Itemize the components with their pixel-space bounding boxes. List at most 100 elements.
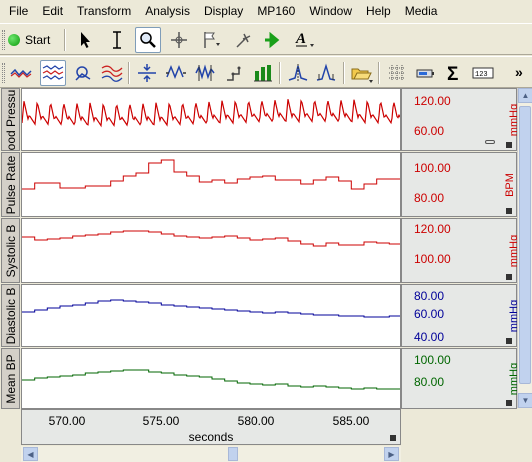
grid-icon[interactable]	[384, 60, 410, 86]
scale-blood-pressure[interactable]: 120.00 60.00 mmHg	[401, 88, 520, 151]
multi-waves-icon[interactable]	[99, 60, 125, 86]
stacked-waves-icon[interactable]	[40, 60, 66, 86]
time-axis[interactable]: 570.00 575.00 580.00 585.00 seconds	[21, 409, 401, 445]
time-axis-title: seconds	[188, 430, 234, 444]
menu-analysis[interactable]: Analysis	[145, 4, 190, 18]
vertical-scroll-thumb[interactable]	[519, 106, 531, 384]
channel-label-diastolic-bp[interactable]: Diastolic B	[1, 284, 20, 347]
scale-bottom: 80.00	[414, 375, 445, 389]
time-tick-label: 570.00	[48, 414, 86, 428]
bar-chart-icon[interactable]	[250, 60, 276, 86]
waveform-systolic-bp	[22, 230, 400, 247]
overlap-icon[interactable]	[70, 60, 96, 86]
svg-text:A: A	[295, 31, 306, 47]
start-label: Start	[25, 33, 51, 47]
waveform-icon[interactable]	[9, 60, 35, 86]
toolbar-separator	[279, 62, 281, 84]
menu-transform[interactable]: Transform	[77, 4, 132, 18]
toolbar-overflow-chevron[interactable]: »	[515, 64, 523, 80]
channel-label-text: ood Pressu	[3, 89, 18, 150]
menu-file[interactable]: File	[9, 4, 29, 18]
scale-systolic-bp[interactable]: 120.00 100.00 mmHg	[401, 218, 520, 283]
cycle-detector-icon[interactable]	[192, 60, 218, 86]
peak-icon[interactable]	[285, 60, 311, 86]
lock-icon[interactable]	[506, 338, 512, 344]
scroll-right-icon[interactable]: ▶	[384, 447, 399, 461]
menu-window[interactable]: Window	[309, 4, 353, 18]
menu-mp160[interactable]: MP160	[257, 4, 296, 18]
menu-edit[interactable]: Edit	[42, 4, 64, 18]
lock-icon[interactable]	[506, 142, 512, 148]
horizontal-scrollbar[interactable]: ◀ ▶	[21, 446, 401, 462]
sum-icon[interactable]: Σ	[441, 60, 467, 86]
channel-label-text: Diastolic B	[3, 287, 18, 344]
menu-help[interactable]: Help	[366, 4, 391, 18]
waveform-diastolic-bp	[22, 299, 400, 318]
scale-top: 80.00	[414, 289, 445, 303]
arrow-right-icon[interactable]	[259, 27, 285, 53]
scale-mean-bp[interactable]: 100.00 80.00 mmHg	[401, 348, 520, 409]
time-tick-label: 575.00	[142, 414, 180, 428]
text-annotation-icon[interactable]: A	[292, 27, 318, 53]
plot-diastolic-bp[interactable]	[21, 284, 401, 347]
time-tick-label: 585.00	[332, 414, 370, 428]
zoom-icon[interactable]	[135, 27, 161, 53]
flag-icon[interactable]	[199, 27, 225, 53]
start-button[interactable]: Start	[8, 30, 50, 50]
main-toolbar: Start A	[0, 23, 532, 55]
arrow-pointer-icon[interactable]	[73, 27, 99, 53]
dart-icon[interactable]	[231, 27, 257, 53]
peak-detect-icon[interactable]	[313, 60, 339, 86]
scroll-left-icon[interactable]: ◀	[23, 447, 38, 461]
toolbar-grip[interactable]	[2, 30, 5, 50]
lock-icon[interactable]	[506, 400, 512, 406]
menu-bar: File Edit Transform Analysis Display MP1…	[0, 0, 532, 22]
channel-label-text: Mean BP	[3, 353, 18, 404]
toolbar-separator	[128, 62, 130, 84]
scale-pulse-rate[interactable]: 100.00 80.00 BPM	[401, 152, 517, 217]
scroll-up-icon[interactable]: ▲	[518, 88, 532, 103]
vertical-scrollbar[interactable]: ▲ ▼	[517, 88, 532, 408]
scale-bottom: 60.00	[414, 124, 445, 138]
scroll-down-icon[interactable]: ▼	[518, 393, 532, 408]
plot-pulse-rate[interactable]	[21, 152, 401, 217]
scale-top: 120.00	[414, 222, 451, 236]
waveform-pulse-rate	[22, 159, 400, 190]
menu-media[interactable]: Media	[404, 4, 438, 18]
channel-label-text: Systolic B	[3, 224, 18, 277]
plot-blood-pressure[interactable]	[21, 88, 401, 151]
menu-display[interactable]: Display	[203, 4, 244, 18]
start-indicator-icon	[8, 34, 20, 46]
channel-label-blood-pressure[interactable]: ood Pressu	[1, 88, 20, 151]
channel-label-systolic-bp[interactable]: Systolic B	[1, 218, 20, 283]
compress-vertical-icon[interactable]	[134, 60, 160, 86]
key-icon	[485, 140, 495, 144]
lock-icon[interactable]	[390, 435, 396, 441]
scale-diastolic-bp[interactable]: 80.00 60.00 40.00 mmHg	[401, 284, 520, 347]
channel-label-text: Pulse Rate	[3, 155, 18, 214]
svg-text:123: 123	[475, 71, 488, 79]
scale-top: 100.00	[414, 353, 451, 367]
plot-systolic-bp[interactable]	[21, 218, 401, 283]
svg-text:Σ: Σ	[447, 64, 458, 83]
display-toolbar: Σ 123 »	[0, 56, 532, 88]
horizontal-scroll-thumb[interactable]	[228, 447, 238, 461]
lock-icon[interactable]	[506, 208, 512, 214]
unit-label: BPM	[503, 172, 516, 197]
toolbar-grip[interactable]	[2, 63, 5, 83]
open-folder-icon[interactable]	[349, 60, 375, 86]
battery-icon[interactable]	[413, 60, 439, 86]
ibeam-cursor-icon[interactable]	[104, 27, 130, 53]
channel-label-mean-bp[interactable]: Mean BP	[1, 348, 20, 409]
toolbar-separator	[378, 62, 380, 84]
digital-readout-icon[interactable]: 123	[470, 60, 496, 86]
channel-label-pulse-rate[interactable]: Pulse Rate	[1, 152, 20, 217]
crosshair-icon[interactable]	[166, 27, 192, 53]
waveform-blood-pressure	[22, 99, 400, 128]
scale-bottom: 100.00	[414, 252, 451, 266]
scale-bottom: 40.00	[414, 330, 445, 344]
expand-horizontal-icon[interactable]	[163, 60, 189, 86]
plot-mean-bp[interactable]	[21, 348, 401, 409]
step-icon[interactable]	[221, 60, 247, 86]
lock-icon[interactable]	[506, 274, 512, 280]
